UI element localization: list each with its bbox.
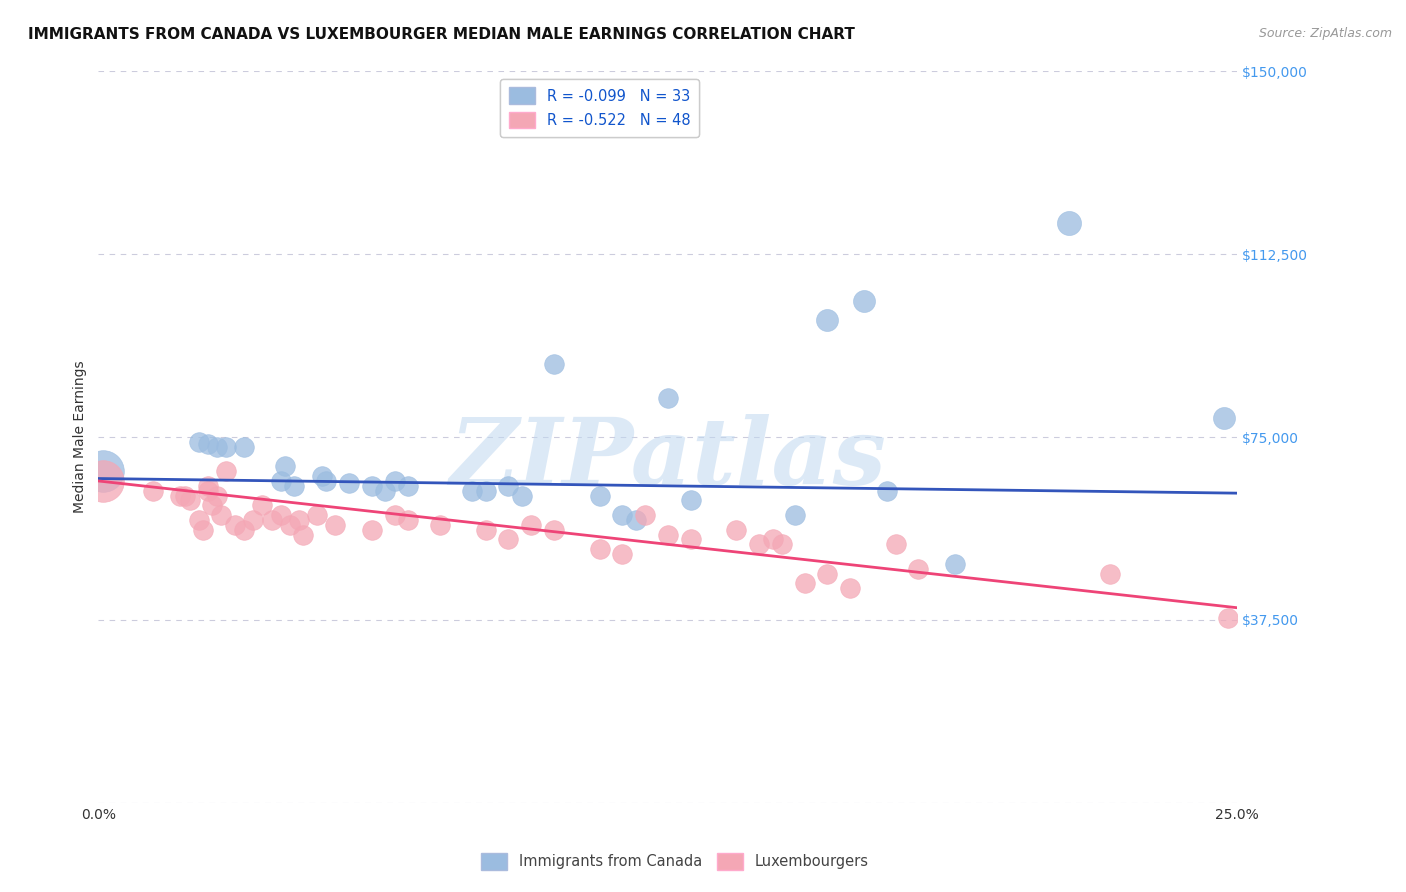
Point (91, 464, 114, 478)
Point (624, 513, 647, 527)
Point (283, 479, 305, 493)
Point (315, 474, 337, 488)
Point (224, 517, 246, 532)
Point (876, 483, 898, 498)
Point (461, 483, 484, 498)
Point (725, 523, 748, 537)
Point (270, 508, 292, 522)
Text: Source: ZipAtlas.com: Source: ZipAtlas.com (1258, 27, 1392, 40)
Point (770, 537, 793, 551)
Point (323, 517, 346, 532)
Point (498, 533, 520, 547)
Text: ZIPatlas: ZIPatlas (450, 414, 886, 504)
Point (201, 499, 224, 513)
Point (292, 527, 315, 541)
Legend: Immigrants from Canada, Luxembourgers: Immigrants from Canada, Luxembourgers (475, 847, 875, 876)
Point (748, 537, 770, 551)
Point (884, 537, 907, 551)
Point (169, 489, 191, 503)
Point (815, 313, 838, 327)
Point (498, 479, 520, 493)
Point (197, 437, 219, 451)
Point (374, 483, 396, 498)
Point (174, 489, 197, 503)
Point (1098, 566, 1121, 581)
Point (187, 513, 209, 527)
Text: IMMIGRANTS FROM CANADA VS LUXEMBOURGER MEDIAN MALE EARNINGS CORRELATION CHART: IMMIGRANTS FROM CANADA VS LUXEMBOURGER M… (28, 27, 855, 42)
Y-axis label: Median Male Earnings: Median Male Earnings (73, 360, 87, 514)
Point (520, 517, 543, 532)
Point (657, 527, 679, 541)
Point (384, 508, 406, 522)
Point (187, 434, 209, 449)
Point (142, 483, 165, 498)
Point (288, 513, 311, 527)
Legend: R = -0.099   N = 33, R = -0.522   N = 48: R = -0.099 N = 33, R = -0.522 N = 48 (501, 78, 699, 137)
Point (1218, 610, 1240, 624)
Point (360, 479, 382, 493)
Point (384, 474, 406, 488)
Point (205, 489, 228, 503)
Point (270, 474, 292, 488)
Point (233, 440, 256, 454)
Point (193, 523, 215, 537)
Point (209, 508, 232, 522)
Point (612, 547, 634, 561)
Point (657, 391, 679, 405)
Point (612, 508, 634, 522)
Point (91, 474, 114, 488)
Point (274, 459, 297, 474)
Point (1057, 215, 1080, 229)
Point (474, 523, 496, 537)
Point (252, 499, 274, 513)
Point (197, 483, 219, 498)
Point (215, 440, 238, 454)
Point (233, 523, 256, 537)
Point (242, 513, 264, 527)
Point (634, 508, 657, 522)
Point (307, 508, 329, 522)
Point (360, 523, 382, 537)
Point (278, 517, 301, 532)
Point (474, 483, 496, 498)
Point (337, 476, 360, 491)
Point (215, 464, 238, 478)
Point (815, 566, 838, 581)
Point (429, 517, 451, 532)
Point (543, 357, 565, 371)
Point (396, 513, 419, 527)
Point (943, 557, 966, 571)
Point (311, 469, 333, 483)
Point (396, 479, 419, 493)
Point (205, 440, 228, 454)
Point (510, 489, 533, 503)
Point (197, 479, 219, 493)
Point (179, 493, 201, 508)
Point (793, 576, 815, 591)
Point (762, 533, 785, 547)
Point (785, 508, 807, 522)
Point (852, 293, 875, 308)
Point (543, 523, 565, 537)
Point (679, 533, 702, 547)
Point (260, 513, 283, 527)
Point (1212, 410, 1234, 425)
Point (839, 581, 862, 595)
Point (588, 542, 610, 557)
Point (588, 489, 610, 503)
Point (679, 493, 702, 508)
Point (907, 562, 929, 576)
